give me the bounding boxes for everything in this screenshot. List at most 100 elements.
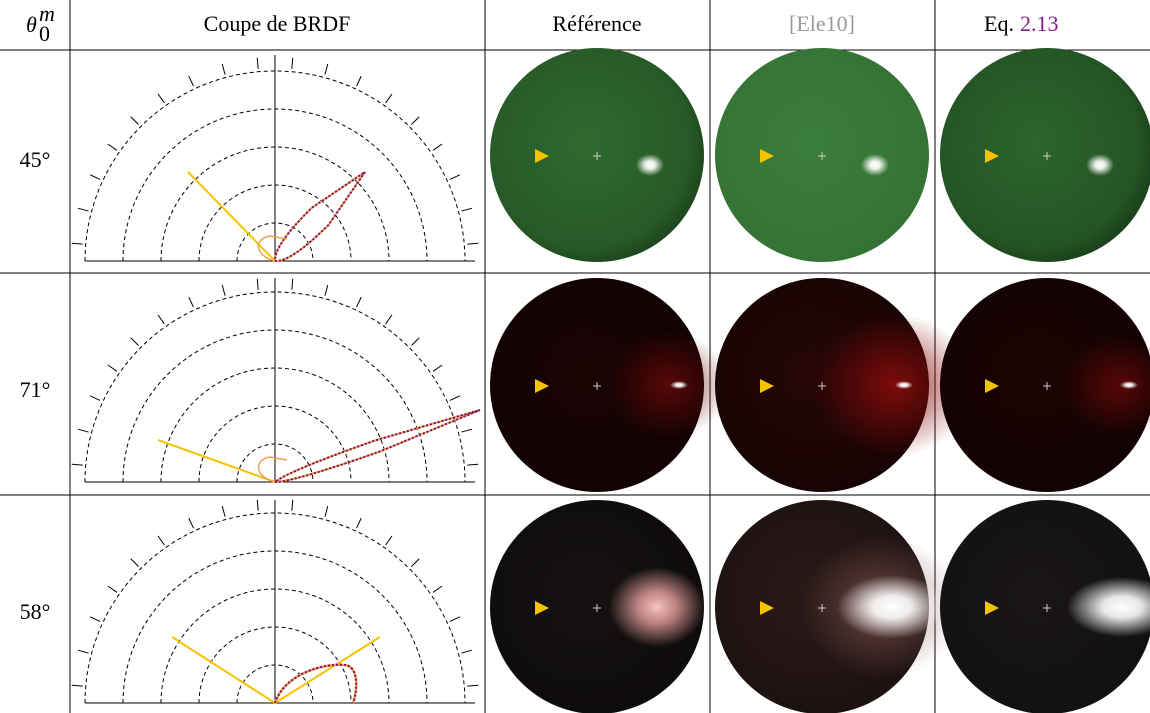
- polar-tick: [291, 57, 294, 69]
- polar-tick: [432, 585, 443, 593]
- polar-tick: [157, 93, 165, 104]
- brdf-lobe-back: [257, 456, 288, 483]
- sphere-glow: [1064, 335, 1150, 435]
- sphere-glow: [814, 313, 974, 457]
- polar-tick: [324, 284, 329, 296]
- polar-tick: [89, 616, 101, 622]
- light-marker: [535, 379, 549, 393]
- polar-ring: [84, 291, 466, 483]
- brdf-lobe-model: [273, 171, 366, 263]
- specular-highlight: [895, 381, 913, 389]
- polar-tick: [188, 296, 194, 308]
- polar-tick: [385, 314, 393, 325]
- polar-tick: [324, 505, 329, 517]
- polar-tick: [449, 616, 461, 622]
- polar-tick: [411, 116, 420, 125]
- polar-tick: [77, 207, 89, 212]
- polar-tick: [221, 505, 226, 517]
- brdf-lobe: [273, 171, 366, 263]
- sphere: [940, 48, 1150, 262]
- light-marker: [760, 149, 774, 163]
- brdf-lobe: [274, 409, 481, 483]
- polar-tick: [89, 395, 101, 401]
- header-eq-ref: 2.13: [1020, 11, 1059, 36]
- incident-direction: [157, 439, 276, 483]
- sphere: [940, 500, 1150, 713]
- center-cross: [593, 604, 601, 612]
- center-cross: [593, 152, 601, 160]
- header-theta-sup: m: [39, 1, 55, 26]
- polar-tick: [449, 395, 461, 401]
- polar-tick: [130, 116, 139, 125]
- header-theta: θ: [26, 12, 37, 37]
- header-citation: [Ele10]: [789, 11, 855, 36]
- brdf-lobe-model: [274, 409, 481, 483]
- reflected-direction: [274, 636, 381, 704]
- sphere: [940, 278, 1150, 492]
- polar-tick: [130, 558, 139, 567]
- polar-tick: [356, 296, 362, 308]
- polar-ring: [84, 70, 466, 262]
- polar-tick: [221, 284, 226, 296]
- polar-tick: [291, 499, 294, 511]
- polar-tick: [411, 337, 420, 346]
- polar-tick: [77, 649, 89, 654]
- polar-tick: [107, 364, 118, 372]
- specular-highlight: [1086, 154, 1114, 176]
- center-cross: [818, 382, 826, 390]
- center-cross: [1043, 604, 1051, 612]
- light-marker: [985, 149, 999, 163]
- specular-highlight: [1067, 577, 1150, 637]
- row-angle: 45°: [20, 147, 51, 172]
- polar-tick: [188, 75, 194, 87]
- polar-tick: [385, 93, 393, 104]
- sphere-glow: [609, 331, 729, 439]
- brdf-lobe-model: [274, 663, 358, 704]
- polar-tick: [107, 585, 118, 593]
- polar-tick: [467, 242, 479, 245]
- light-marker: [760, 601, 774, 615]
- polar-tick: [432, 143, 443, 151]
- polar-tick: [77, 428, 89, 433]
- center-cross: [818, 604, 826, 612]
- polar-tick: [71, 684, 83, 687]
- specular-highlight: [670, 381, 688, 389]
- polar-tick: [256, 499, 259, 511]
- polar-tick: [157, 314, 165, 325]
- incident-direction: [187, 171, 276, 262]
- center-cross: [593, 382, 601, 390]
- header-eq: Eq.: [984, 11, 1014, 36]
- row-angle: 58°: [20, 599, 51, 624]
- polar-tick: [188, 517, 194, 529]
- row-angle: 71°: [20, 377, 51, 402]
- polar-tick: [467, 684, 479, 687]
- polar-tick: [461, 428, 473, 433]
- polar-ring: [84, 512, 466, 704]
- polar-tick: [256, 57, 259, 69]
- polar-tick: [324, 63, 329, 75]
- header-reference: Référence: [552, 11, 641, 36]
- polar-tick: [256, 278, 259, 290]
- specular-highlight: [636, 154, 664, 176]
- polar-tick: [432, 364, 443, 372]
- polar-tick: [221, 63, 226, 75]
- center-cross: [1043, 152, 1051, 160]
- center-cross: [1043, 382, 1051, 390]
- brdf-lobe-back: [257, 235, 288, 262]
- header-brdf: Coupe de BRDF: [204, 11, 351, 36]
- polar-tick: [71, 242, 83, 245]
- specular-highlight: [837, 575, 947, 639]
- light-marker: [535, 149, 549, 163]
- polar-tick: [461, 649, 473, 654]
- polar-tick: [71, 463, 83, 466]
- light-marker: [985, 601, 999, 615]
- polar-tick: [385, 535, 393, 546]
- polar-tick: [356, 517, 362, 529]
- polar-tick: [449, 174, 461, 180]
- light-marker: [535, 601, 549, 615]
- light-marker: [985, 379, 999, 393]
- polar-tick: [157, 535, 165, 546]
- rows: 45° 71° 58°: [20, 48, 1150, 713]
- header-theta-sub: 0: [39, 21, 50, 46]
